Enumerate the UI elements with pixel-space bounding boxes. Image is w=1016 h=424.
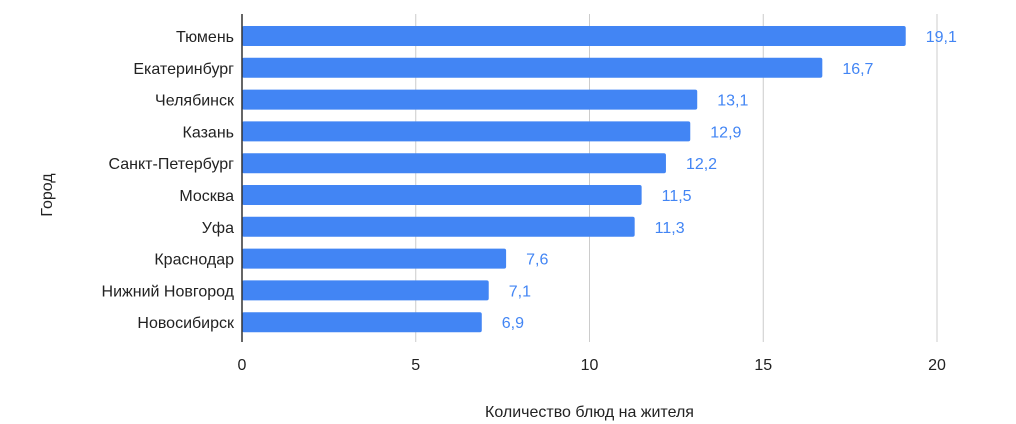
value-label: 19,1 xyxy=(926,29,957,46)
x-axis-title: Количество блюд на жителя xyxy=(485,404,694,421)
value-label: 16,7 xyxy=(842,61,873,78)
category-label: Москва xyxy=(179,188,234,205)
value-labels: 19,1 16,7 13,1 12,9 12,2 11,5 11,3 7,6 7,1 6,9 xyxy=(502,29,957,332)
value-label: 13,1 xyxy=(717,93,748,110)
value-label: 6,9 xyxy=(502,315,524,332)
category-label: Тюмень xyxy=(176,29,234,46)
x-tick-label: 10 xyxy=(581,357,599,374)
category-label: Санкт-Петербург xyxy=(109,156,235,173)
value-label: 7,1 xyxy=(509,283,531,300)
y-axis-title: Город xyxy=(39,173,56,217)
category-labels: Тюмень Екатеринбург Челябинск Казань Санкт-П… xyxy=(102,29,235,332)
x-tick-label: 20 xyxy=(928,357,946,374)
bar xyxy=(242,153,666,174)
value-label: 11,5 xyxy=(662,188,692,205)
value-label: 11,3 xyxy=(655,220,685,237)
bar xyxy=(242,312,482,333)
bar xyxy=(242,57,823,78)
x-tick-label: 5 xyxy=(411,357,420,374)
category-label: Краснодар xyxy=(154,252,234,269)
value-label: 7,6 xyxy=(526,252,548,269)
x-tick-labels: 0 5 10 15 20 xyxy=(238,357,946,374)
category-label: Казань xyxy=(183,124,234,141)
category-label: Челябинск xyxy=(155,93,235,110)
bar xyxy=(242,121,691,142)
category-label: Нижний Новгород xyxy=(102,283,235,300)
bar xyxy=(242,216,635,237)
bar xyxy=(242,89,698,110)
bar xyxy=(242,185,642,205)
value-label: 12,2 xyxy=(686,156,717,173)
category-label: Екатеринбург xyxy=(133,61,234,78)
bar xyxy=(242,248,507,269)
bars xyxy=(242,26,906,333)
x-tick-label: 0 xyxy=(238,357,247,374)
value-label: 12,9 xyxy=(710,124,741,141)
x-tick-label: 15 xyxy=(754,357,772,374)
category-label: Новосибирск xyxy=(137,315,235,332)
category-label: Уфа xyxy=(202,220,234,237)
bar xyxy=(242,26,906,46)
bar xyxy=(242,280,489,301)
